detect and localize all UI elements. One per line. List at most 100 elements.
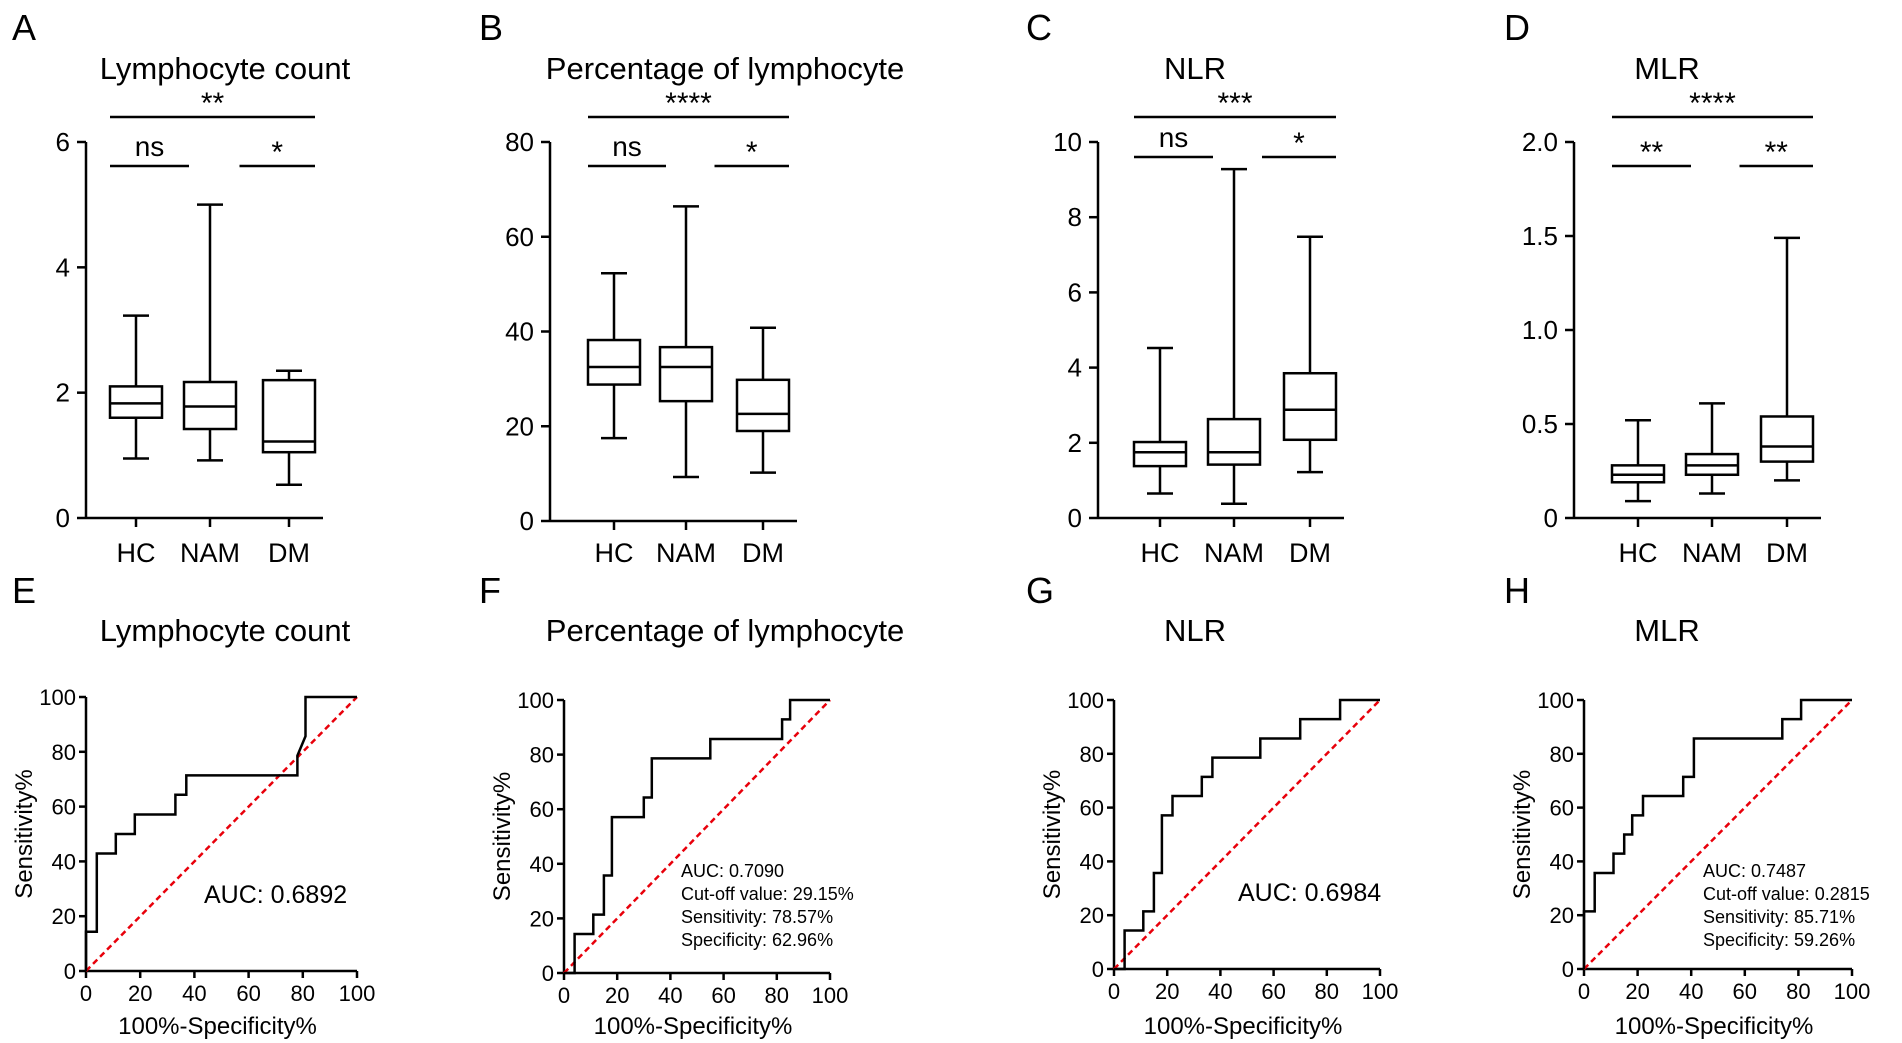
panel-letter: B <box>479 7 503 48</box>
annotation-text: Cut-off value: 0.2815 <box>1703 884 1870 904</box>
x-tick-label: 40 <box>1679 979 1703 1004</box>
x-tick-label: 60 <box>236 981 260 1006</box>
panel-g: G NLR 00 20 20 40 40 60 60 80 80 100 100 100%-Specifi… <box>1026 570 1398 1040</box>
panel-title: NLR <box>1164 51 1226 86</box>
y-tick-label: 40 <box>505 317 534 347</box>
reference-diagonal <box>1583 699 1853 970</box>
reference-diagonal <box>1113 699 1381 970</box>
significance-label: ** <box>201 87 225 120</box>
panel-title: Percentage of lymphocyte <box>546 613 904 648</box>
box-nam <box>182 203 238 462</box>
y-axis-label: Sensitivity% <box>1039 770 1066 899</box>
reference-diagonal <box>85 696 358 972</box>
x-tick-label: 100 <box>1834 979 1871 1004</box>
x-tick-label: 40 <box>1208 979 1232 1004</box>
iqr-box <box>1132 440 1188 468</box>
y-tick-label: 40 <box>530 852 554 877</box>
roc-curve <box>564 698 830 975</box>
x-axis-label: 100%-Specificity% <box>594 1013 793 1040</box>
annotation-text: Sensitivity: 78.57% <box>681 907 833 927</box>
x-tick-label: NAM <box>180 538 240 568</box>
y-tick-label: 20 <box>1550 903 1574 928</box>
y-tick-label: 80 <box>505 127 534 157</box>
y-tick-label: 100 <box>39 685 76 710</box>
y-tick-label: 80 <box>1550 742 1574 767</box>
x-axis-label: 100%-Specificity% <box>1615 1013 1814 1040</box>
x-tick-label: 0 <box>80 981 92 1006</box>
x-tick-label: 40 <box>658 983 682 1008</box>
panel-title: Percentage of lymphocyte <box>546 51 904 86</box>
panel-title: NLR <box>1164 613 1226 648</box>
iqr-box <box>1282 371 1338 442</box>
x-tick-label: NAM <box>656 538 716 568</box>
annotation-text: AUC: 0.6984 <box>1238 879 1381 907</box>
x-tick-label: NAM <box>1204 538 1264 568</box>
significance-label: ** <box>1640 136 1664 169</box>
annotation-text: AUC: 0.6892 <box>204 881 347 909</box>
x-tick-label: 80 <box>1786 979 1810 1004</box>
box-hc <box>1132 346 1188 495</box>
y-tick-label: 100 <box>1537 688 1574 713</box>
reference-diagonal <box>563 699 831 974</box>
x-tick-label: DM <box>742 538 784 568</box>
panel-letter: A <box>12 7 36 48</box>
significance-label: ** <box>1765 136 1789 169</box>
y-tick-label: 20 <box>52 904 76 929</box>
panel-h: H MLR 00 20 20 40 40 60 60 80 80 100 100 100%-Specifi… <box>1504 570 1870 1040</box>
box-hc <box>586 271 642 440</box>
annotation-text: AUC: 0.7090 <box>681 861 784 881</box>
y-tick-label: 1.0 <box>1522 315 1558 345</box>
x-tick-label: 80 <box>765 983 789 1008</box>
iqr-box <box>658 345 714 403</box>
x-tick-label: 80 <box>291 981 315 1006</box>
y-tick-label: 20 <box>1080 903 1104 928</box>
x-tick-label: 100 <box>812 983 849 1008</box>
y-tick-label: 60 <box>1550 796 1574 821</box>
y-tick-label: 0 <box>542 961 554 986</box>
significance-label: * <box>271 136 283 169</box>
box-dm <box>1282 235 1338 474</box>
x-tick-label: 60 <box>711 983 735 1008</box>
y-tick-label: 2 <box>1068 428 1082 458</box>
y-tick-label: 10 <box>1053 127 1082 157</box>
y-tick-label: 40 <box>52 849 76 874</box>
y-tick-label: 0 <box>1068 503 1082 533</box>
y-tick-label: 60 <box>52 795 76 820</box>
y-tick-label: 2 <box>56 378 70 408</box>
panel-letter: H <box>1504 570 1530 611</box>
panel-letter: D <box>1504 7 1530 48</box>
y-tick-label: 60 <box>505 222 534 252</box>
x-tick-label: HC <box>1141 538 1180 568</box>
y-tick-label: 2.0 <box>1522 127 1558 157</box>
panel-b: B Percentage of lymphocyte 0 20 40 60 80 HC NAM D… <box>479 7 904 568</box>
y-tick-label: 0.5 <box>1522 409 1558 439</box>
y-axis-label: Sensitivity% <box>489 772 516 901</box>
box-nam <box>658 205 714 479</box>
panel-f: F Percentage of lymphocyte 00 20 20 40 40 60 60 8… <box>479 570 904 1040</box>
significance-label: ns <box>612 131 642 162</box>
y-axis-label: Sensitivity% <box>1509 770 1536 899</box>
box-dm <box>261 369 317 487</box>
iqr-box <box>108 385 164 419</box>
y-tick-label: 6 <box>1068 277 1082 307</box>
roc-curve <box>1114 698 1380 971</box>
y-tick-label: 0 <box>1562 957 1574 982</box>
panel-letter: E <box>12 570 36 611</box>
x-tick-label: 100 <box>339 981 376 1006</box>
x-tick-label: 20 <box>128 981 152 1006</box>
panel-title: MLR <box>1634 51 1699 86</box>
x-tick-label: 0 <box>558 983 570 1008</box>
y-tick-label: 60 <box>1080 796 1104 821</box>
box-nam <box>1684 402 1740 495</box>
y-tick-label: 40 <box>1080 849 1104 874</box>
y-tick-label: 0 <box>1544 503 1558 533</box>
y-tick-label: 60 <box>530 797 554 822</box>
x-tick-label: 80 <box>1315 979 1339 1004</box>
y-tick-label: 40 <box>1550 849 1574 874</box>
panel-a: A Lymphocyte count 0 2 4 6 HC NAM DM ** ns * <box>12 7 351 568</box>
x-tick-label: 100 <box>1362 979 1399 1004</box>
y-tick-label: 0 <box>56 503 70 533</box>
significance-label: * <box>1293 127 1305 160</box>
roc-curve <box>84 695 357 971</box>
